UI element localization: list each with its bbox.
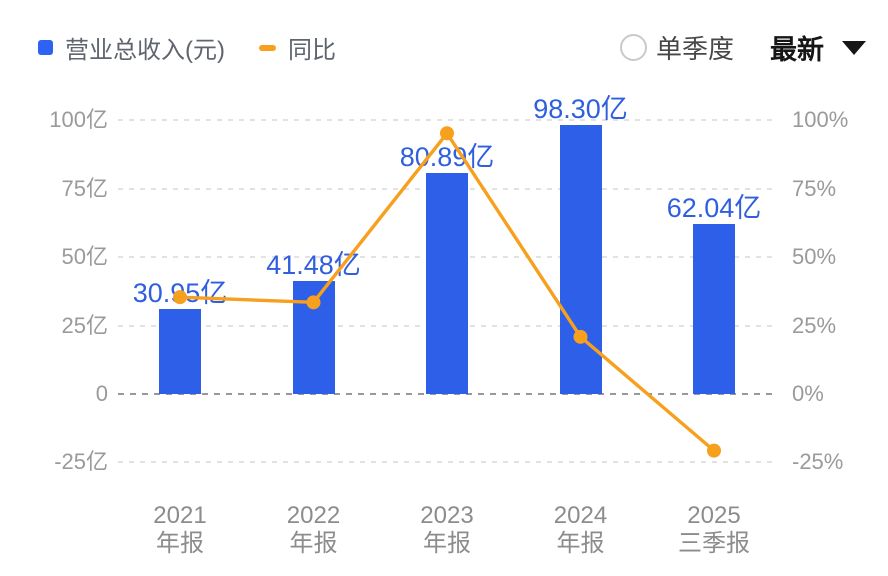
gridline: [118, 119, 778, 122]
right-axis-tick-label: -25%: [792, 449, 844, 475]
left-axis-tick-label: -25亿: [54, 449, 108, 475]
bar-value-label: 98.30亿: [533, 94, 628, 125]
single-quarter-radio[interactable]: [619, 34, 647, 61]
left-axis-tick-label: 25亿: [61, 312, 108, 338]
legend: 营业总收入(元) 同比: [38, 30, 336, 65]
revenue-bar[interactable]: [426, 172, 468, 394]
revenue-bar[interactable]: [559, 125, 602, 394]
chart-controls: 单季度 最新: [619, 28, 866, 67]
x-axis-category-label: 2024 年报: [553, 502, 608, 557]
revenue-bar[interactable]: [693, 224, 735, 394]
legend-item-revenue[interactable]: 营业总收入(元): [38, 30, 225, 65]
chart-header: 营业总收入(元) 同比 单季度 最新: [0, 0, 888, 70]
single-quarter-label[interactable]: 单季度: [655, 34, 734, 64]
latest-dropdown[interactable]: 最新: [770, 28, 866, 67]
left-axis-tick-label: 75亿: [61, 175, 108, 201]
bar-value-label: 41.48亿: [266, 249, 361, 280]
left-axis-tick-label: 0: [95, 381, 108, 406]
right-axis-tick-label: 0%: [792, 381, 824, 406]
caret-down-icon: [842, 40, 866, 55]
legend-item-yoy[interactable]: 同比: [258, 30, 336, 65]
bar-value-label: 80.89亿: [399, 141, 495, 172]
x-axis-category-label: 2025 三季报: [678, 502, 750, 557]
right-axis-tick-label: 100%: [792, 107, 849, 133]
yoy-data-point: [707, 443, 721, 458]
revenue-bar-swatch-icon: [38, 40, 53, 55]
bar-value-label: 62.04亿: [666, 193, 762, 224]
right-axis-tick-label: 50%: [792, 244, 837, 270]
legend-yoy-label: 同比: [287, 37, 336, 64]
latest-dropdown-label: 最新: [770, 35, 824, 65]
legend-revenue-label: 营业总收入(元): [65, 37, 225, 64]
revenue-bar[interactable]: [159, 309, 201, 394]
x-axis-category-label: 2021 年报: [153, 502, 207, 557]
left-axis-tick-label: 100亿: [49, 107, 108, 133]
x-axis-category-label: 2022 年报: [286, 502, 341, 557]
left-axis-tick-label: 50亿: [61, 244, 108, 270]
gridline: [118, 461, 778, 464]
x-axis-category-label: 2023 年报: [420, 502, 474, 557]
right-axis-tick-label: 25%: [792, 312, 837, 338]
yoy-line-swatch-icon: [258, 44, 276, 51]
revenue-bar[interactable]: [292, 280, 335, 394]
bar-value-label: 30.95亿: [132, 278, 228, 309]
right-axis-tick-label: 75%: [792, 175, 837, 201]
